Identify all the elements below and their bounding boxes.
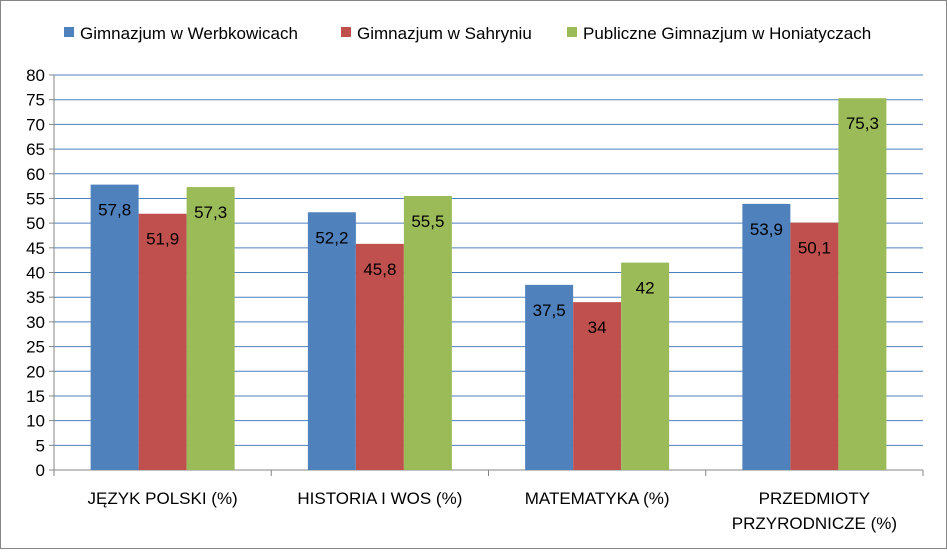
legend-label: Gimnazjum w Sahryniu	[357, 24, 532, 43]
bars	[90, 98, 887, 471]
y-tick-label: 45	[26, 239, 45, 258]
data-label: 42	[636, 279, 655, 298]
data-label: 55,5	[411, 212, 444, 231]
y-tick-label: 50	[26, 214, 45, 233]
bar	[307, 212, 356, 470]
y-tick-label: 35	[26, 288, 45, 307]
y-tick-label: 55	[26, 189, 45, 208]
data-label: 75,3	[846, 114, 879, 133]
y-tick-label: 75	[26, 91, 45, 110]
y-tick-label: 20	[26, 362, 45, 381]
category-label: HISTORIA I WOS (%)	[297, 489, 462, 508]
y-tick-label: 60	[26, 165, 45, 184]
y-tick-label: 65	[26, 140, 45, 159]
legend-swatch	[64, 27, 74, 37]
bar	[573, 302, 622, 470]
data-label: 34	[588, 318, 607, 337]
legend-label: Publiczne Gimnazjum w Honiatyczach	[583, 24, 871, 43]
legend: Gimnazjum w Werbkowicach Gimnazjum w Sahr…	[64, 24, 871, 43]
bar	[790, 222, 839, 470]
y-tick-label: 5	[36, 436, 45, 455]
legend-swatch	[341, 27, 351, 37]
y-tick-label: 25	[26, 338, 45, 357]
y-tick-label: 80	[26, 66, 45, 85]
bar	[90, 184, 139, 471]
bar	[838, 98, 887, 471]
legend-label: Gimnazjum w Werbkowicach	[80, 24, 298, 43]
legend-swatch	[567, 27, 577, 37]
data-label: 57,3	[194, 203, 227, 222]
data-labels: 57,8 51,9 57,3 52,2 45,8 55,5 37,5 34 42 53,9 50,1…	[98, 114, 879, 337]
y-tick-label: 10	[26, 412, 45, 431]
data-label: 57,8	[98, 201, 131, 220]
category-label: PRZEDMIOTY PRZYRODNICZE (%)	[732, 489, 897, 533]
data-label: 51,9	[146, 230, 179, 249]
y-tick-label: 30	[26, 313, 45, 332]
category-label: JĘZYK POLSKI (%)	[88, 489, 238, 508]
data-label: 45,8	[363, 260, 396, 279]
bar	[138, 213, 187, 470]
bar	[621, 262, 670, 470]
bar	[525, 284, 574, 470]
y-tick-label: 70	[26, 115, 45, 134]
data-label: 53,9	[750, 220, 783, 239]
data-label: 52,2	[315, 228, 348, 247]
y-tick-label: 40	[26, 264, 45, 283]
y-tick-label: 15	[26, 387, 45, 406]
category-label: MATEMATYKA (%)	[525, 489, 670, 508]
y-axis: 0 5 10 15 20 25 30 35 40 45 50 55 60 65 70 75 80	[26, 66, 55, 480]
bar	[403, 195, 452, 470]
x-axis: JĘZYK POLSKI (%) HISTORIA I WOS (%) MATEMA…	[53, 469, 924, 533]
data-label: 37,5	[533, 301, 566, 320]
bar	[742, 203, 791, 470]
bar	[186, 187, 235, 471]
y-tick-label: 0	[36, 461, 45, 480]
bar	[355, 243, 404, 470]
data-label: 50,1	[798, 239, 831, 258]
